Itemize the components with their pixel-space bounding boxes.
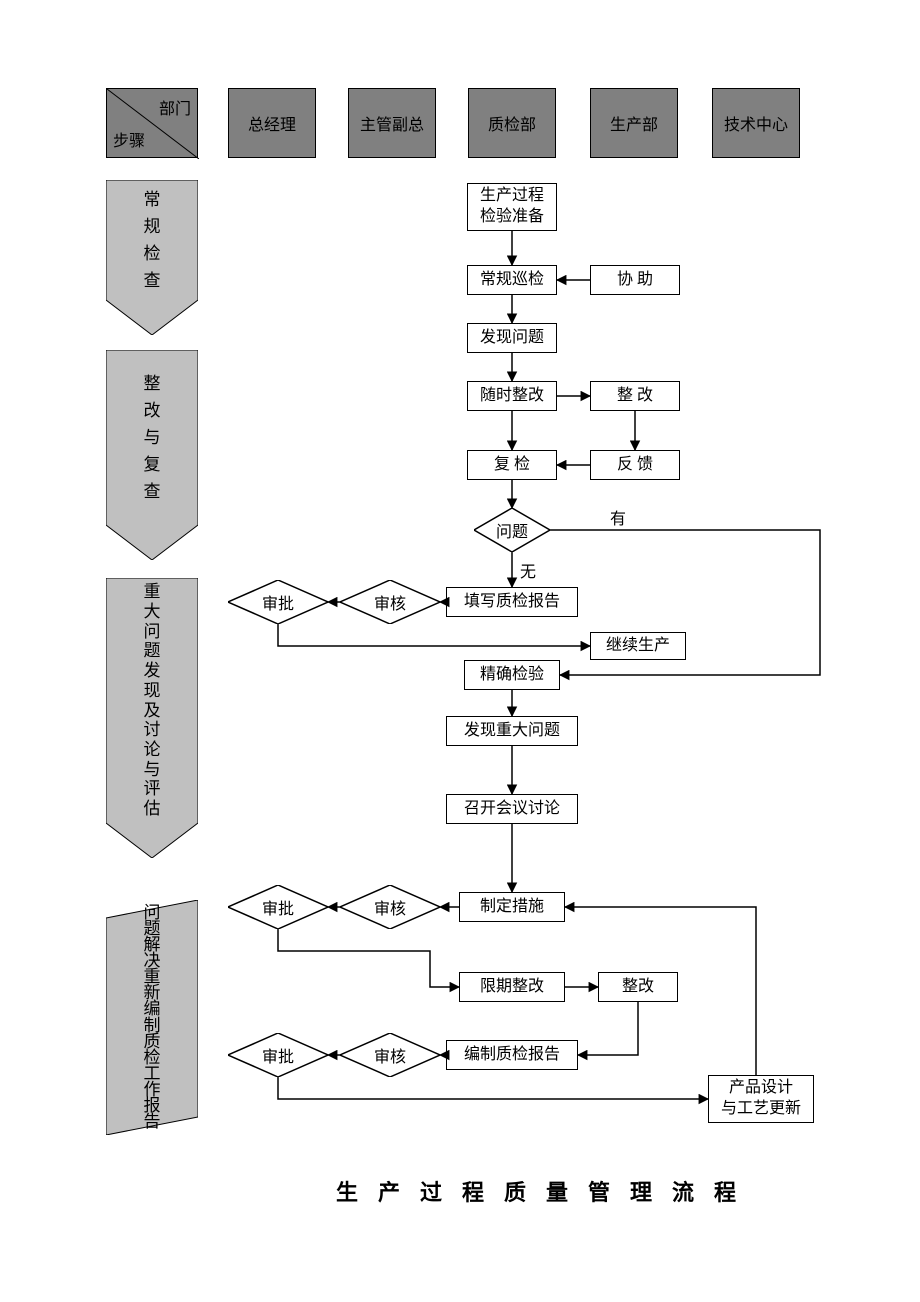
edges-layer <box>0 0 920 1302</box>
diagram-title: 生产过程质量管理流程 <box>336 1175 756 1207</box>
